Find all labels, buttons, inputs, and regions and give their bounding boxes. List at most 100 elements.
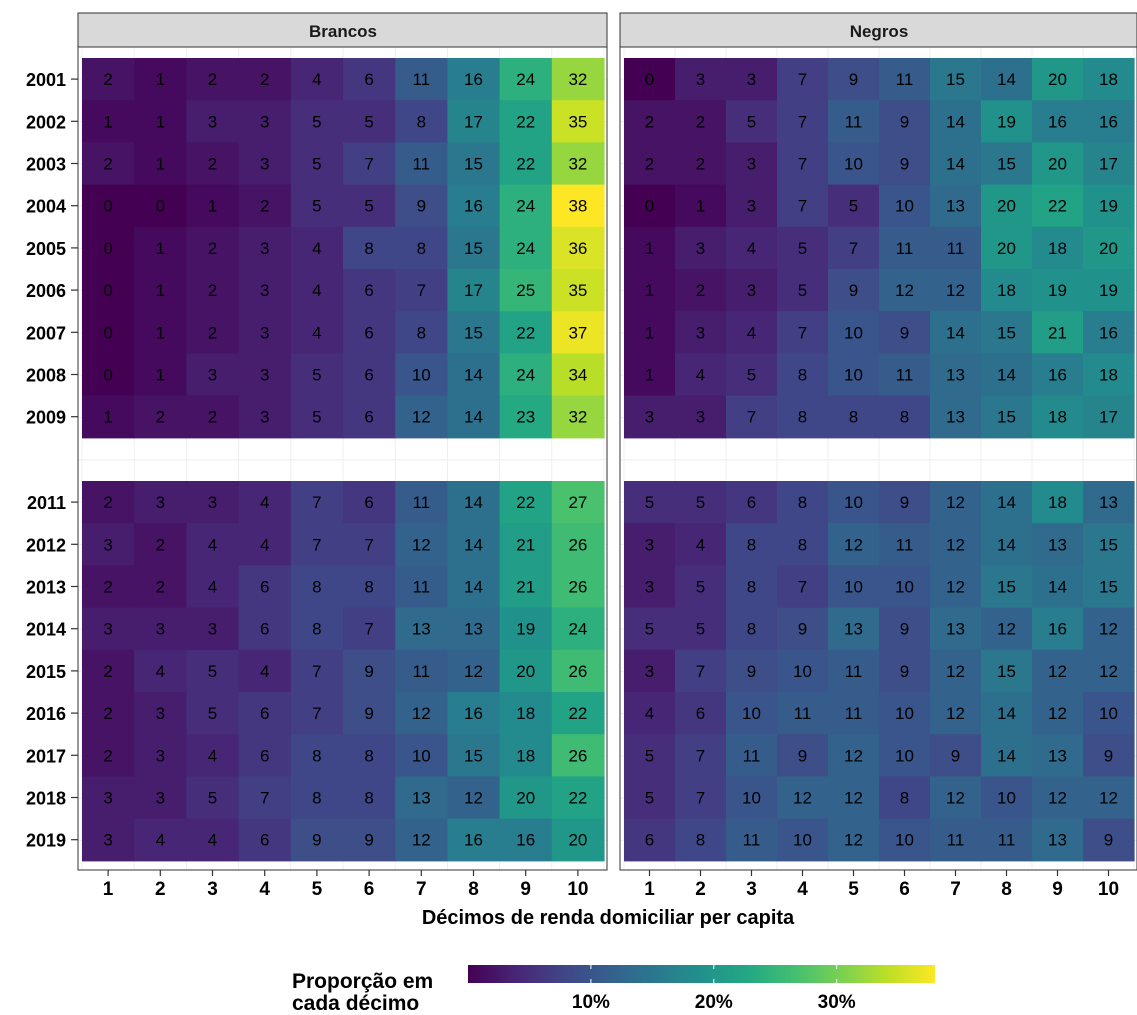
heatmap-cell xyxy=(238,226,292,270)
heatmap-cell xyxy=(134,226,187,270)
cell-value-label: 11 xyxy=(947,831,965,850)
cell-value-label: 15 xyxy=(946,70,965,89)
cell-value-label: 4 xyxy=(696,366,705,385)
cell-value-label: 13 xyxy=(946,197,965,216)
cell-value-label: 9 xyxy=(364,831,373,850)
heatmap-cell xyxy=(447,100,501,143)
heatmap-cell xyxy=(343,734,396,777)
heatmap-cell xyxy=(343,523,396,566)
heatmap-cell xyxy=(1032,565,1084,609)
cell-value-label: 2 xyxy=(103,746,112,765)
heatmap-cell xyxy=(726,58,778,101)
x-tick-label: 2 xyxy=(155,879,166,900)
cell-value-label: 3 xyxy=(156,704,165,723)
heatmap-cell xyxy=(447,734,501,777)
heatmap-cell xyxy=(1032,184,1084,228)
cell-value-label: 0 xyxy=(103,197,112,216)
cell-value-label: 9 xyxy=(1104,831,1113,850)
cell-value-label: 10 xyxy=(742,789,761,808)
cell-value-label: 9 xyxy=(798,620,807,639)
cell-value-label: 24 xyxy=(516,366,535,385)
cell-value-label: 8 xyxy=(696,831,705,850)
cell-value-label: 12 xyxy=(844,789,863,808)
heatmap-cell xyxy=(930,395,982,439)
heatmap-cell xyxy=(343,142,396,186)
heatmap-cell xyxy=(981,184,1033,228)
cell-value-label: 7 xyxy=(312,535,321,554)
heatmap-cell xyxy=(290,565,344,609)
heatmap-cell xyxy=(981,226,1033,270)
heatmap-cell xyxy=(726,692,778,735)
heatmap-cell xyxy=(879,734,931,777)
heatmap-cell xyxy=(624,184,676,228)
heatmap-cell xyxy=(395,692,448,735)
cell-value-label: 1 xyxy=(103,408,112,427)
x-tick-label: 1 xyxy=(644,879,655,900)
cell-value-label: 14 xyxy=(997,535,1016,554)
heatmap-cell xyxy=(777,692,829,735)
heatmap-cell xyxy=(726,395,778,439)
y-tick-label: 2012 xyxy=(26,535,66,555)
heatmap-cell xyxy=(186,565,240,609)
cell-value-label: 2 xyxy=(645,155,654,174)
heatmap-cell xyxy=(134,481,187,524)
heatmap-cell xyxy=(447,184,501,228)
heatmap-cell xyxy=(134,818,187,862)
heatmap-cell xyxy=(343,565,396,609)
heatmap-cell xyxy=(930,649,982,693)
cell-value-label: 21 xyxy=(516,535,535,554)
cell-value-label: 2 xyxy=(208,155,217,174)
heatmap-cell xyxy=(82,565,135,609)
cell-value-label: 10 xyxy=(844,155,863,174)
cell-value-label: 13 xyxy=(844,620,863,639)
heatmap-cell xyxy=(447,311,501,354)
cell-value-label: 7 xyxy=(696,789,705,808)
heatmap-cell xyxy=(1083,776,1135,820)
heatmap-cell xyxy=(82,353,135,397)
heatmap-cell xyxy=(930,311,982,354)
cell-value-label: 15 xyxy=(464,323,483,342)
heatmap-cell xyxy=(551,395,605,439)
legend-title-line-1: Proporção em xyxy=(292,970,433,993)
cell-value-label: 22 xyxy=(516,323,535,342)
cell-value-label: 15 xyxy=(464,746,483,765)
cell-value-label: 1 xyxy=(156,323,165,342)
heatmap-cell xyxy=(1083,184,1135,228)
heatmap-cell xyxy=(447,226,501,270)
cell-value-label: 11 xyxy=(896,239,914,258)
cell-value-label: 3 xyxy=(645,535,654,554)
cell-value-label: 11 xyxy=(845,112,863,131)
cell-value-label: 13 xyxy=(1048,535,1067,554)
x-tick-label: 9 xyxy=(520,879,531,900)
heatmap-cell xyxy=(828,818,880,862)
heatmap-cell xyxy=(675,776,727,820)
cell-value-label: 11 xyxy=(412,493,430,512)
heatmap-cell xyxy=(930,226,982,270)
cell-value-label: 2 xyxy=(696,155,705,174)
cell-value-label: 20 xyxy=(1048,155,1067,174)
heatmap-cell xyxy=(499,226,553,270)
heatmap-cell xyxy=(981,818,1033,862)
heatmap-cell xyxy=(777,395,829,439)
cell-value-label: 10 xyxy=(844,578,863,597)
cell-value-label: 10 xyxy=(895,578,914,597)
cell-value-label: 7 xyxy=(417,281,426,300)
cell-value-label: 22 xyxy=(516,493,535,512)
heatmap-cell xyxy=(930,481,982,524)
cell-value-label: 32 xyxy=(568,155,587,174)
cell-value-label: 2 xyxy=(260,70,269,89)
heatmap-cell xyxy=(675,607,727,651)
heatmap-cell xyxy=(675,565,727,609)
heatmap-cell xyxy=(675,481,727,524)
heatmap-cell xyxy=(82,184,135,228)
heatmap-cell xyxy=(290,100,344,143)
heatmap-cell xyxy=(930,607,982,651)
cell-value-label: 1 xyxy=(156,112,165,131)
cell-value-label: 18 xyxy=(1048,239,1067,258)
cell-value-label: 5 xyxy=(312,197,321,216)
heatmap-cell xyxy=(1032,607,1084,651)
heatmap-cell xyxy=(777,353,829,397)
heatmap-cell xyxy=(879,607,931,651)
heatmap-cell xyxy=(1083,481,1135,524)
cell-value-label: 7 xyxy=(798,323,807,342)
